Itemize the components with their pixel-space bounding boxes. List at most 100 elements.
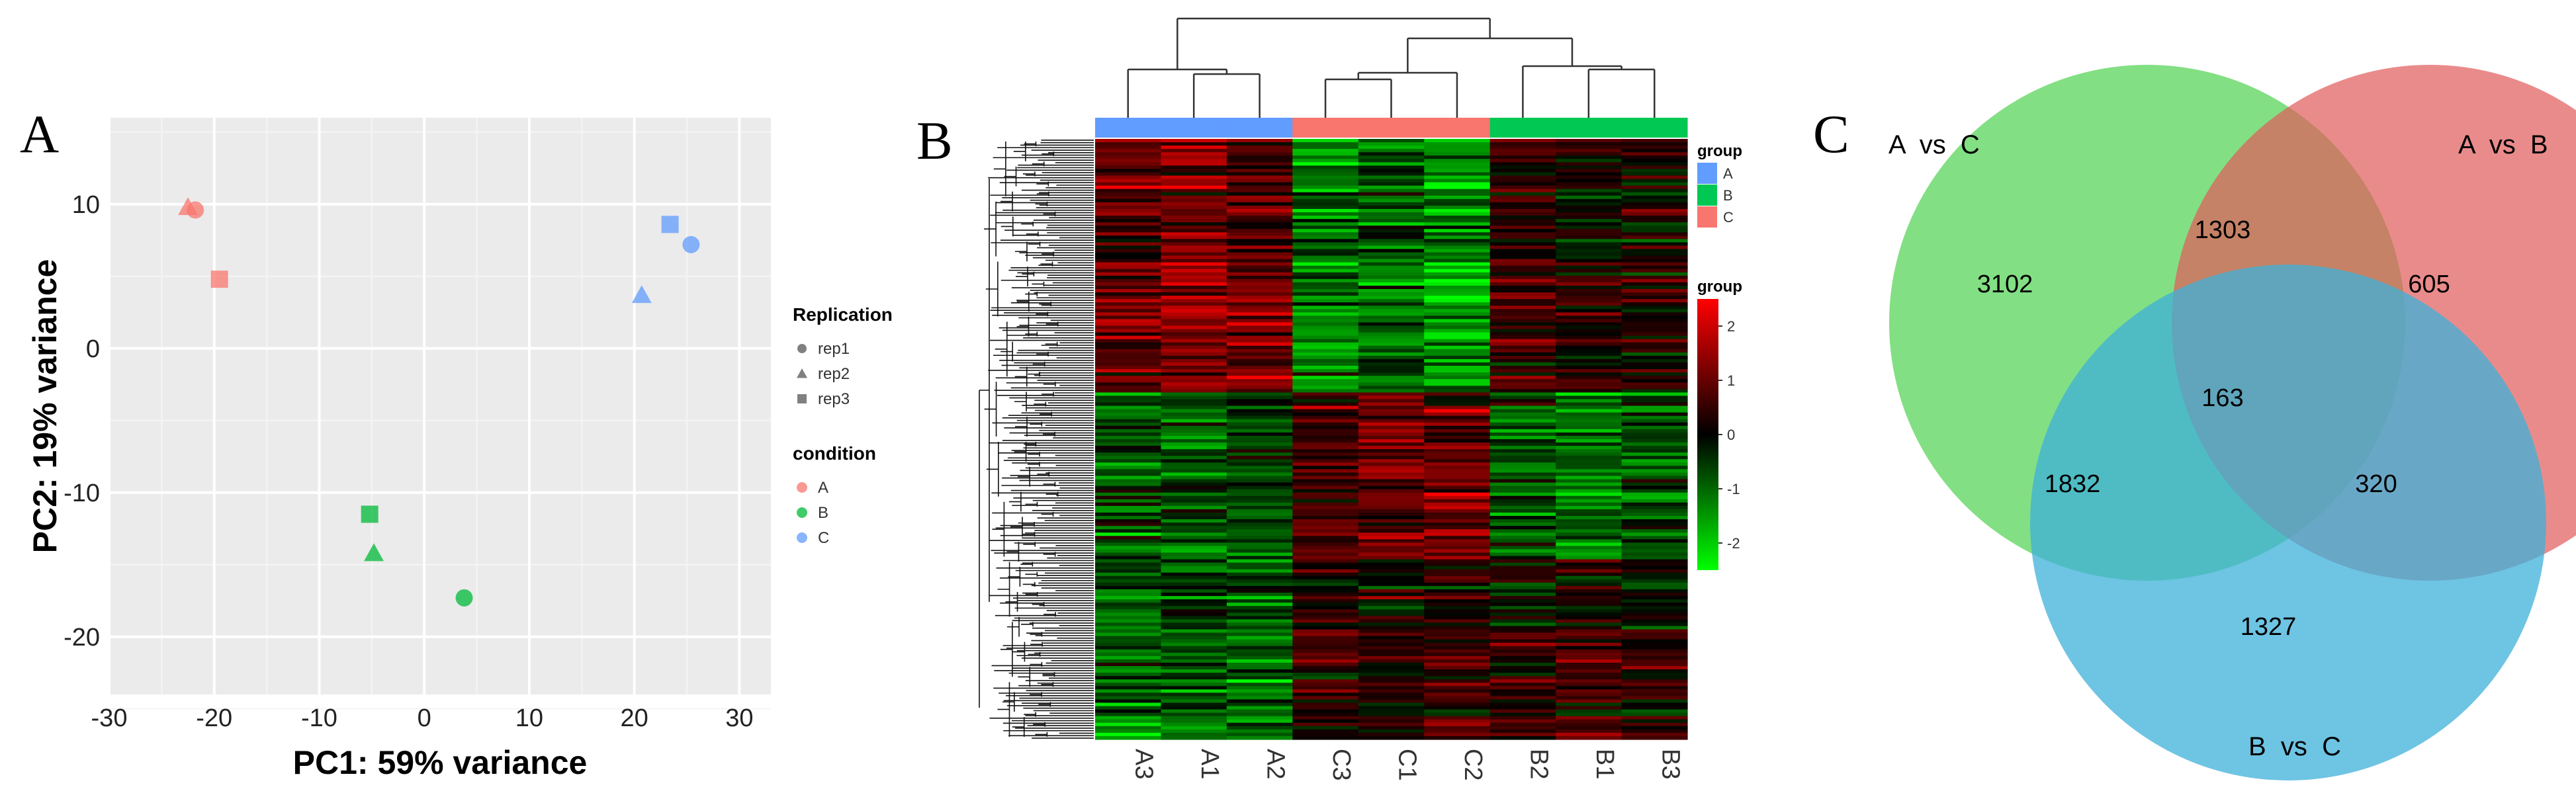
heatmap-cell bbox=[1621, 152, 1688, 156]
heatmap-cell bbox=[1489, 632, 1556, 637]
heatmap-cell bbox=[1358, 345, 1425, 350]
heatmap-cell bbox=[1358, 239, 1425, 243]
heatmap-cell bbox=[1358, 716, 1425, 720]
heatmap-cell bbox=[1095, 502, 1162, 507]
venn-region-ac-bc: 1832 bbox=[2045, 470, 2101, 498]
heatmap-cell bbox=[1621, 509, 1688, 513]
heatmap-cell bbox=[1292, 142, 1359, 146]
heatmap-cell bbox=[1226, 299, 1293, 303]
heatmap-cell bbox=[1095, 275, 1162, 280]
heatmap-cell bbox=[1489, 559, 1556, 564]
heatmap-cell bbox=[1095, 702, 1162, 707]
heatmap-cell bbox=[1161, 593, 1227, 597]
heatmap-cell bbox=[1292, 422, 1359, 427]
heatmap-cell bbox=[1556, 472, 1622, 477]
heatmap-cell bbox=[1292, 429, 1359, 433]
heatmap-cell bbox=[1161, 639, 1227, 644]
heatmap-cell bbox=[1489, 362, 1556, 366]
heatmap-cell bbox=[1424, 646, 1491, 650]
legend-color-label: B bbox=[818, 504, 828, 522]
heatmap-cell bbox=[1358, 309, 1425, 313]
heatmap-cell bbox=[1226, 392, 1293, 397]
heatmap-cell bbox=[1489, 686, 1556, 690]
heatmap-cell bbox=[1556, 582, 1622, 587]
heatmap-cell bbox=[1358, 139, 1425, 143]
heatmap-cell bbox=[1556, 188, 1622, 193]
heatmap-cell bbox=[1621, 139, 1688, 143]
legend-color-key bbox=[797, 482, 807, 493]
heatmap-cell bbox=[1358, 198, 1425, 203]
heatmap-cell bbox=[1161, 732, 1227, 737]
heatmap-cell bbox=[1292, 626, 1359, 630]
group-legend-title: group bbox=[1697, 142, 1742, 160]
heatmap-cell bbox=[1489, 729, 1556, 733]
heatmap-cell bbox=[1556, 462, 1622, 466]
heatmap-cell bbox=[1226, 469, 1293, 474]
heatmap-cell bbox=[1226, 575, 1293, 580]
heatmap-cell bbox=[1161, 709, 1227, 714]
heatmap-cell bbox=[1621, 285, 1688, 290]
heatmap-cell bbox=[1358, 165, 1425, 169]
heatmap-cell bbox=[1621, 249, 1688, 253]
heatmap-cell bbox=[1621, 552, 1688, 557]
heatmap-cell bbox=[1095, 299, 1162, 303]
heatmap-cell bbox=[1556, 512, 1622, 517]
heatmap-cell bbox=[1489, 629, 1556, 634]
heatmap-cell bbox=[1292, 706, 1359, 710]
heatmap-cell bbox=[1489, 722, 1556, 727]
heatmap-cell bbox=[1226, 492, 1293, 497]
heatmap-cell bbox=[1358, 285, 1425, 290]
heatmap-cell bbox=[1358, 216, 1425, 220]
heatmap-cell bbox=[1358, 702, 1425, 707]
heatmap-cell bbox=[1358, 349, 1425, 353]
heatmap-cell bbox=[1556, 565, 1622, 570]
heatmap-cell bbox=[1226, 422, 1293, 427]
heatmap-cell bbox=[1292, 565, 1359, 570]
heatmap-cell bbox=[1095, 519, 1162, 523]
heatmap-cell bbox=[1292, 396, 1359, 400]
heatmap-cell bbox=[1161, 242, 1227, 247]
heatmap-cell bbox=[1556, 469, 1622, 474]
heatmap-group-legend: group ABC bbox=[1697, 142, 1742, 228]
heatmap-cell bbox=[1621, 652, 1688, 657]
heatmap-cell bbox=[1489, 612, 1556, 616]
heatmap-cell bbox=[1621, 519, 1688, 523]
heatmap-cell bbox=[1489, 188, 1556, 193]
heatmap-cell bbox=[1358, 472, 1425, 477]
heatmap-cell bbox=[1489, 562, 1556, 567]
heatmap-cell bbox=[1556, 345, 1622, 350]
heatmap-cell bbox=[1292, 526, 1359, 530]
heatmap-cell bbox=[1161, 306, 1227, 310]
heatmap-cell bbox=[1358, 402, 1425, 407]
heatmap-cell bbox=[1226, 312, 1293, 316]
heatmap-cell bbox=[1358, 329, 1425, 333]
heatmap-cell bbox=[1489, 619, 1556, 624]
heatmap-cell bbox=[1095, 452, 1162, 456]
heatmap-cell bbox=[1358, 372, 1425, 376]
heatmap-cell bbox=[1424, 302, 1491, 306]
heatmap-cell bbox=[1556, 245, 1622, 250]
heatmap-cell bbox=[1556, 696, 1622, 700]
heatmap-cell bbox=[1556, 612, 1622, 616]
heatmap-cell bbox=[1424, 188, 1491, 193]
heatmap-cell bbox=[1292, 676, 1359, 680]
heatmap-cell bbox=[1226, 275, 1293, 280]
heatmap-cell bbox=[1161, 536, 1227, 540]
heatmap-cell bbox=[1556, 315, 1622, 319]
heatmap-cell bbox=[1489, 495, 1556, 500]
heatmap-cell bbox=[1556, 265, 1622, 270]
heatmap-cell bbox=[1358, 502, 1425, 507]
heatmap-cell bbox=[1556, 405, 1622, 410]
heatmap-cell bbox=[1095, 399, 1162, 403]
pca-scatter-plot: -30 -20 -10 0 10 20 30 100-10-20 PC1: 59% vari… bbox=[26, 118, 893, 781]
heatmap-cell bbox=[1226, 692, 1293, 697]
heatmap-cell bbox=[1424, 673, 1491, 677]
heatmap-cell bbox=[1292, 399, 1359, 403]
heatmap-cell bbox=[1424, 662, 1491, 667]
heatmap-cell bbox=[1556, 542, 1622, 547]
heatmap-cell bbox=[1161, 659, 1227, 663]
heatmap-cell bbox=[1292, 275, 1359, 280]
heatmap-cell bbox=[1095, 325, 1162, 330]
heatmap-cell bbox=[1095, 172, 1162, 177]
